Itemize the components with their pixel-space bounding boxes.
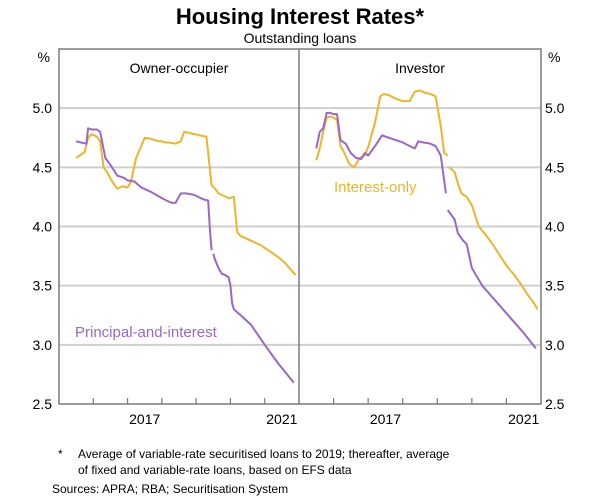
y-tick-label-left: 5.0	[33, 100, 53, 116]
series-line-principal-and-interest	[212, 253, 295, 384]
y-tick-label-left: 4.0	[33, 219, 53, 235]
footnote-marker: *	[58, 447, 63, 461]
x-tick-label: 2017	[370, 411, 401, 427]
footnote-line-1: Average of variable-rate securitised loa…	[78, 447, 450, 461]
panel-title-investor: Investor	[395, 60, 445, 76]
series-line-interest-only	[75, 130, 297, 276]
y-unit-left: %	[38, 49, 50, 65]
series-line-principal-and-interest	[446, 209, 537, 350]
panel-title-owner-occupier: Owner-occupier	[130, 60, 229, 76]
y-tick-labels: 2.5 2.5 3.0 3.0 3.5 3.5 4.0 4.0 4.5 4.5 5.0 5.0	[33, 100, 565, 412]
footnote-line-2: of fixed and variable-rate loans, based …	[78, 463, 352, 477]
y-tick-label-left: 4.5	[33, 159, 53, 175]
y-tick-label-right: 2.5	[545, 396, 565, 412]
series-layer	[75, 89, 539, 384]
annotation-principal-and-interest: Principal-and-interest	[75, 324, 218, 341]
x-tick-label: 2021	[266, 411, 297, 427]
series-line-interest-only	[448, 166, 539, 310]
plot-frame	[58, 48, 542, 405]
y-tick-label-left: 3.5	[33, 278, 53, 294]
y-tick-label-right: 3.5	[545, 278, 565, 294]
sources: Sources: APRA; RBA; Securitisation Syste…	[52, 482, 288, 496]
y-tick-label-right: 5.0	[545, 100, 565, 116]
series-line-principal-and-interest	[75, 127, 213, 251]
chart-title: Housing Interest Rates*	[176, 4, 425, 29]
y-tick-label-right: 3.0	[545, 337, 565, 353]
annotation-interest-only: Interest-only	[334, 179, 417, 196]
y-tick-label-left: 2.5	[33, 396, 53, 412]
x-tick-label: 2021	[508, 411, 539, 427]
y-tick-label-right: 4.5	[545, 159, 565, 175]
series-line-principal-and-interest	[315, 111, 447, 194]
y-tick-label-right: 4.0	[545, 219, 565, 235]
x-tick-labels: 2017 2021 2017 2021	[129, 411, 539, 427]
series-line-interest-only	[315, 89, 449, 169]
chart-subtitle: Outstanding loans	[244, 30, 357, 46]
gridlines	[59, 107, 541, 346]
plot-border	[58, 48, 542, 405]
x-tick-label: 2017	[129, 411, 160, 427]
y-tick-label-left: 3.0	[33, 337, 53, 353]
y-unit-right: %	[548, 49, 560, 65]
